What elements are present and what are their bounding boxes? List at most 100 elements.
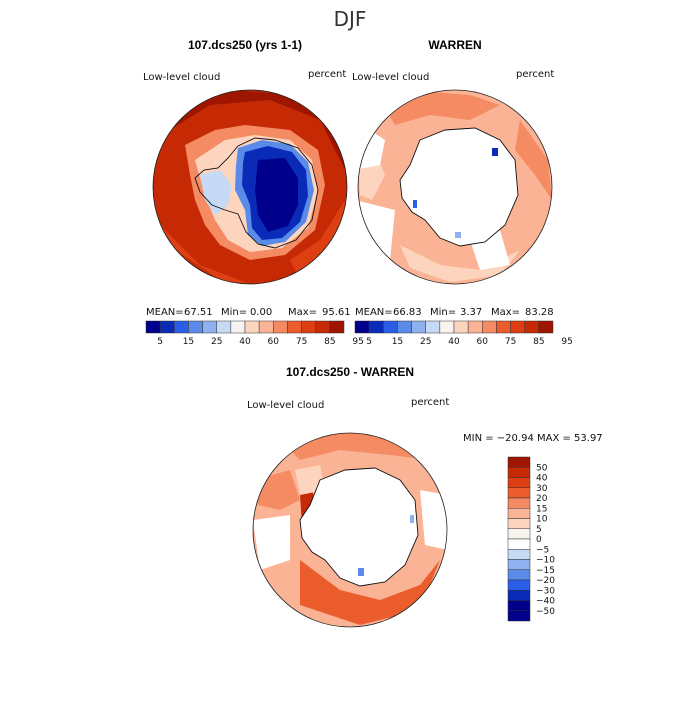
colorbar-tick-label: 15 xyxy=(392,337,403,347)
colorbar-tick-label: 5 xyxy=(157,337,163,347)
panel-obs-min-value: 3.37 xyxy=(460,307,482,318)
colorbar-tick-label: −20 xyxy=(536,576,555,586)
panel-diff-minmax: MIN = −20.94 MAX = 53.97 xyxy=(463,433,603,444)
panel-diff-title: 107.dcs250 - WARREN xyxy=(286,365,414,379)
colorbar-swatch xyxy=(507,579,531,591)
map-field-patch xyxy=(400,245,520,282)
colorbar-swatch xyxy=(507,477,531,488)
colorbar-swatch xyxy=(273,320,288,334)
colorbar-swatch xyxy=(425,320,441,334)
colorbar-swatch xyxy=(453,320,469,334)
panel-diff-variable: Low-level cloud xyxy=(247,400,324,411)
colorbar-swatch xyxy=(507,456,531,468)
colorbar-tick-label: 85 xyxy=(533,337,544,347)
colorbar-swatch xyxy=(354,320,370,334)
figure-title: DJF xyxy=(334,7,367,31)
colorbar-swatch xyxy=(496,320,511,334)
colorbar-tick-label: −15 xyxy=(536,566,555,576)
panel-model-colorbar: 5 15 25 40 60 75 85 95 xyxy=(145,320,364,347)
panel-obs-min-label: Min= xyxy=(430,307,456,318)
panel-model-max-value: 95.61 xyxy=(322,307,351,318)
colorbar-swatch xyxy=(258,320,274,334)
panel-obs-variable: Low-level cloud xyxy=(352,72,429,83)
colorbar-tick-label: 5 xyxy=(366,337,372,347)
map-field-patch xyxy=(290,200,345,280)
colorbar-swatch xyxy=(411,320,426,334)
map-field-patch xyxy=(200,170,232,215)
colorbar-swatch xyxy=(507,467,531,478)
panel-obs-max-label: Max= xyxy=(491,307,520,318)
colorbar-swatch xyxy=(524,320,540,334)
map-missing xyxy=(253,515,290,570)
colorbar-swatch xyxy=(244,320,260,334)
colorbar-tick-label: −5 xyxy=(536,545,549,555)
colorbar-tick-label: 40 xyxy=(536,474,548,484)
panel-obs-mean-value: 66.83 xyxy=(393,307,422,318)
map-missing xyxy=(420,490,447,550)
panel-model-map xyxy=(153,90,347,284)
colorbar-tick-label: −40 xyxy=(536,597,555,607)
colorbar-swatch xyxy=(230,320,246,334)
colorbar-tick-label: 40 xyxy=(448,337,460,347)
coastline xyxy=(194,137,319,249)
panel-obs-units: percent xyxy=(516,69,554,80)
colorbar-tick-label: 40 xyxy=(239,337,251,347)
panel-model: 107.dcs250 (yrs 1-1) Low-level cloud per… xyxy=(143,38,364,347)
colorbar-swatch xyxy=(174,320,189,334)
colorbar-swatch xyxy=(287,320,302,334)
map-field-patch xyxy=(492,148,498,156)
panel-model-units: percent xyxy=(308,69,346,80)
colorbar-tick-label: 25 xyxy=(211,337,222,347)
colorbar-swatch xyxy=(188,320,203,334)
panel-obs-max-value: 83.28 xyxy=(525,307,554,318)
coastline xyxy=(299,467,419,587)
map-field-patch xyxy=(455,232,461,238)
colorbar-swatch xyxy=(507,497,531,509)
colorbar-swatch xyxy=(507,590,531,601)
panel-obs: WARREN Low-level cloud percent MEAN= 66.… xyxy=(352,38,573,347)
panel-obs-map-border xyxy=(357,89,553,285)
colorbar-swatch xyxy=(507,600,531,611)
colorbar-swatch xyxy=(301,320,316,334)
colorbar-swatch xyxy=(368,320,384,334)
panel-obs-mean-label: MEAN= xyxy=(355,307,393,318)
colorbar-swatch xyxy=(507,610,531,622)
panel-model-min-value: 0.00 xyxy=(250,307,272,318)
panel-diff-map xyxy=(253,433,447,627)
colorbar-tick-label: −50 xyxy=(536,607,555,617)
colorbar-tick-label: 60 xyxy=(477,337,489,347)
colorbar-tick-label: −10 xyxy=(536,556,555,566)
colorbar-swatch xyxy=(507,538,531,550)
colorbar-tick-label: 30 xyxy=(536,484,548,494)
panel-model-mean-label: MEAN= xyxy=(146,307,184,318)
colorbar-swatch xyxy=(216,320,232,334)
colorbar-swatch xyxy=(397,320,412,334)
colorbar-tick-label: 85 xyxy=(324,337,335,347)
panel-diff: 107.dcs250 - WARREN Low-level cloud perc… xyxy=(247,365,603,628)
colorbar-tick-label: 20 xyxy=(536,494,548,504)
colorbar-tick-label: 15 xyxy=(536,504,547,514)
colorbar-swatch xyxy=(507,549,531,560)
panel-model-title: 107.dcs250 (yrs 1-1) xyxy=(188,38,302,52)
panel-obs-map xyxy=(358,90,552,284)
colorbar-swatch xyxy=(439,320,455,334)
panel-diff-map-border xyxy=(252,432,448,628)
colorbar-swatch xyxy=(510,320,525,334)
colorbar-tick-label: 60 xyxy=(268,337,280,347)
colorbar-tick-label: 75 xyxy=(296,337,307,347)
map-field-patch xyxy=(515,120,552,200)
colorbar-swatch xyxy=(383,320,398,334)
map-field-patch xyxy=(413,200,417,208)
map-missing xyxy=(358,200,395,260)
colorbar-swatch xyxy=(202,320,217,334)
colorbar-tick-label: −30 xyxy=(536,586,555,596)
colorbar-tick-label: 10 xyxy=(536,515,548,525)
colorbar-tick-label: 15 xyxy=(183,337,194,347)
colorbar-tick-label: 25 xyxy=(420,337,431,347)
colorbar-swatch xyxy=(538,320,554,334)
coastline xyxy=(399,127,519,247)
colorbar-swatch xyxy=(315,320,331,334)
map-field-patch xyxy=(255,158,298,232)
colorbar-swatch xyxy=(507,518,531,529)
